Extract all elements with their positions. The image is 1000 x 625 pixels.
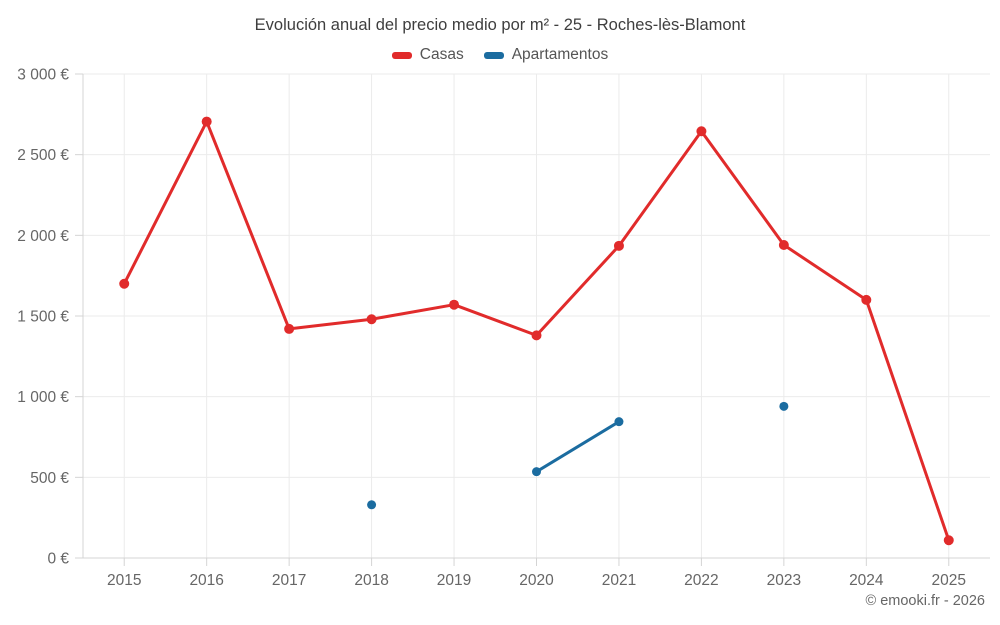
line-segment-apartamentos [535, 420, 621, 474]
point-casas-2021[interactable] [613, 240, 624, 251]
point-casas-2025[interactable] [943, 535, 954, 546]
x-axis-label: 2024 [849, 572, 884, 589]
x-axis-label: 2015 [107, 572, 141, 589]
y-axis-label: 3 000 € [17, 67, 69, 84]
chart-legend: Casas Apartamentos [0, 46, 1000, 64]
line-segment-casas [617, 129, 703, 248]
line-segment-casas [699, 129, 786, 247]
point-casas-2016[interactable] [201, 116, 212, 127]
point-casas-2020[interactable] [531, 330, 542, 341]
x-axis-label: 2021 [602, 572, 636, 589]
line-segment-casas [535, 244, 621, 337]
point-apartamentos-2021[interactable] [614, 417, 624, 427]
x-axis-label: 2017 [272, 572, 306, 589]
legend-label-apartamentos: Apartamentos [511, 46, 609, 63]
x-axis-label: 2020 [519, 572, 554, 589]
y-axis-label: 0 € [47, 551, 69, 568]
x-axis-label: 2025 [932, 572, 966, 589]
y-axis-label: 1 000 € [17, 389, 69, 406]
point-casas-2015[interactable] [119, 278, 130, 289]
point-apartamentos-2018[interactable] [367, 500, 377, 510]
legend-item-apartamentos[interactable]: Apartamentos [483, 46, 609, 64]
y-axis-label: 2 000 € [17, 228, 69, 245]
point-casas-2023[interactable] [778, 240, 789, 251]
point-apartamentos-2020[interactable] [532, 467, 541, 477]
y-axis-label: 500 € [30, 470, 69, 487]
point-casas-2017[interactable] [284, 323, 295, 334]
line-segment-casas [205, 120, 291, 331]
point-casas-2019[interactable] [449, 299, 460, 310]
x-axis-label: 2018 [354, 572, 388, 589]
point-apartamentos-2023[interactable] [779, 401, 789, 411]
legend-swatch-casas [391, 51, 412, 59]
line-segment-casas [864, 298, 951, 542]
legend-swatch-apartamentos [483, 51, 504, 59]
point-casas-2018[interactable] [366, 314, 377, 325]
legend-item-casas[interactable]: Casas [391, 46, 464, 64]
y-axis-label: 1 500 € [17, 309, 69, 326]
line-segment-casas [287, 317, 374, 331]
x-axis-label: 2022 [684, 572, 718, 589]
copyright-label: © emooki.fr - 2026 [865, 593, 985, 609]
point-casas-2024[interactable] [861, 294, 872, 305]
x-axis-label: 2019 [437, 572, 471, 589]
chart-title: Evolución anual del precio medio por m² … [254, 16, 746, 34]
line-segment-casas [782, 243, 868, 302]
line-segment-casas [452, 303, 538, 337]
y-axis-label: 2 500 € [17, 147, 69, 164]
x-axis-label: 2023 [767, 572, 801, 589]
point-casas-2022[interactable] [696, 126, 707, 137]
x-axis-label: 2016 [189, 572, 223, 589]
line-segment-casas [370, 303, 456, 321]
line-segment-casas [122, 120, 209, 286]
legend-label-casas: Casas [419, 46, 464, 63]
